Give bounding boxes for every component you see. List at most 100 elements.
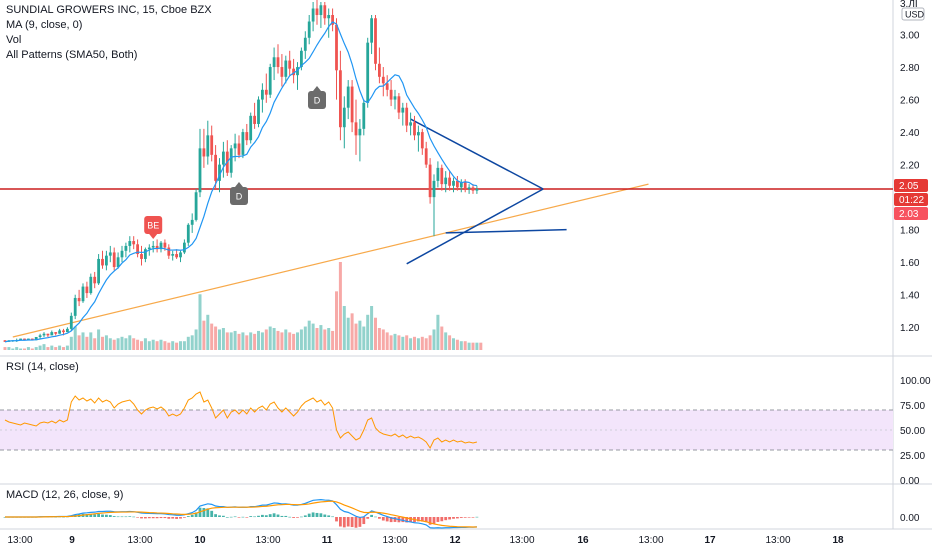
time-tick-label: 13:00 [638,535,663,546]
time-tick-label: 13:00 [7,535,32,546]
volume-bar [89,332,93,350]
macd-histogram-bar [268,514,272,517]
candle-body [456,180,459,188]
price-tick-label: 3.ЛI [900,0,918,10]
candle-body [159,242,163,250]
macd-histogram-bar [323,514,327,517]
candle-body [198,148,202,193]
macd-histogram-bar [206,508,210,517]
macd-histogram-bar [237,517,241,518]
macd-histogram-bar [249,516,253,517]
volume-bar [444,332,448,350]
volume-bar [366,314,370,350]
candle-body [288,60,292,69]
volume-bar [19,348,23,350]
candle-body [140,254,143,259]
candle-body [23,338,26,341]
currency-box [901,7,925,21]
volume-bar [338,262,342,350]
volume-bar [97,329,101,350]
macd-histogram-bar [471,517,475,518]
rsi-line [4,391,478,450]
macd-histogram-bar [424,517,428,523]
macd-histogram-bar [432,517,436,524]
volume-bar [151,339,155,350]
candle-body [85,286,89,294]
candle-body [409,122,412,126]
candle-body [463,182,467,190]
volume-bar [475,342,479,350]
volume-bar [393,333,397,350]
volume-bar [299,329,303,350]
candle-body [229,148,233,173]
candle-body [268,67,272,95]
time-tick-label: 18 [832,535,844,546]
macd-tick-label: 0.00 [900,513,920,524]
macd-histogram-bar [120,516,124,518]
macd-histogram-bar [151,517,155,519]
macd-histogram-bar [350,517,354,528]
volume-bar [124,338,128,350]
macd-histogram-bar [124,516,128,518]
volume-bar [264,329,268,350]
candle-body [77,297,81,302]
volume-bar [448,335,452,350]
triangle-upper-line [410,118,544,190]
candle-body [354,122,358,136]
patterns-legend[interactable]: All Patterns (SMA50, Both) [6,49,138,61]
rsi-title[interactable]: RSI (14, close) [6,361,79,373]
volume-bar [428,335,432,350]
candle-body [362,102,366,129]
macd-histogram-bar [393,517,397,522]
pattern-labels: BE D D [144,86,326,239]
macd-histogram-bar [354,517,358,528]
macd-histogram-bar [292,517,295,518]
volume-bar [432,329,436,350]
macd-histogram-bar [319,513,323,517]
candle-body [358,128,362,136]
countdown-text: 01:22 [899,195,924,206]
symbol-title[interactable]: SUNDIAL GROWERS INC, 15, Cboe BZX [6,4,212,16]
time-tick-label: 13:00 [509,535,534,546]
candle-body [264,89,268,95]
volume-bar [3,347,7,350]
macd-histogram-bar [159,517,163,519]
volume-bar [186,336,190,350]
macd-histogram-bar [448,517,451,520]
volume-bar [38,345,42,350]
candle-body [151,245,155,248]
ma-legend[interactable]: MA (9, close, 0) [6,19,83,31]
candle-body [194,192,198,220]
candle-body [202,148,206,157]
macd-histogram-bar [105,514,108,517]
macd-histogram-bar [108,515,112,517]
volume-bar [397,335,401,350]
macd-histogram-bar [245,517,249,518]
candle-body [261,89,264,100]
candle-body [385,83,389,90]
volume-bar [221,328,225,350]
price-tick-label: 1.80 [900,226,920,237]
candle-body [120,250,124,258]
time-tick-label: 17 [704,535,716,546]
macd-title[interactable]: MACD (12, 26, close, 9) [6,489,124,501]
volume-bar [311,323,315,350]
candle-body [3,340,7,342]
candle-body [108,252,112,256]
time-tick-label: 11 [322,535,333,546]
macd-histogram-bar [280,515,284,517]
candle-body [66,328,69,333]
candle-body [311,8,315,22]
candle-body [167,247,171,256]
candle-body [93,276,97,284]
time-tick-label: 13:00 [382,535,407,546]
macd-histogram-bar [155,517,159,519]
candle-body [38,335,42,337]
candle-body [132,241,136,245]
time-tick-label: 12 [449,535,461,546]
volume-bar [198,294,202,350]
macd-line [5,499,477,529]
candle-body [62,330,65,333]
vol-legend[interactable]: Vol [6,34,22,46]
